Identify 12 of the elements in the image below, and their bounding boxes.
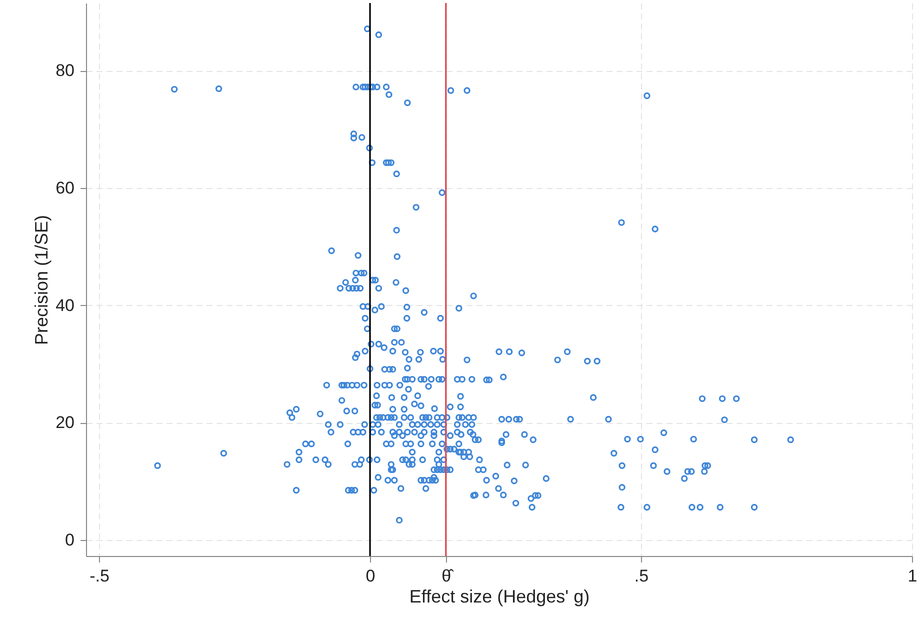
y-tick-label: 40 — [56, 296, 74, 315]
y-tick-label: 80 — [56, 61, 74, 80]
y-tick-label: 0 — [65, 530, 74, 550]
x-tick-label: .5 — [634, 566, 649, 586]
y-tick-label: 20 — [56, 413, 74, 432]
y-tick-label: 60 — [56, 178, 74, 198]
x-tick-label: 0 — [366, 566, 376, 586]
x-tick-label: 1 — [908, 566, 918, 586]
x-tick-label: θ̂ — [442, 566, 454, 586]
x-tick-label: -.5 — [90, 566, 110, 586]
x-axis-title: Effect size (Hedges' g) — [409, 586, 590, 606]
y-axis-title: Precision (1/SE) — [32, 214, 52, 346]
